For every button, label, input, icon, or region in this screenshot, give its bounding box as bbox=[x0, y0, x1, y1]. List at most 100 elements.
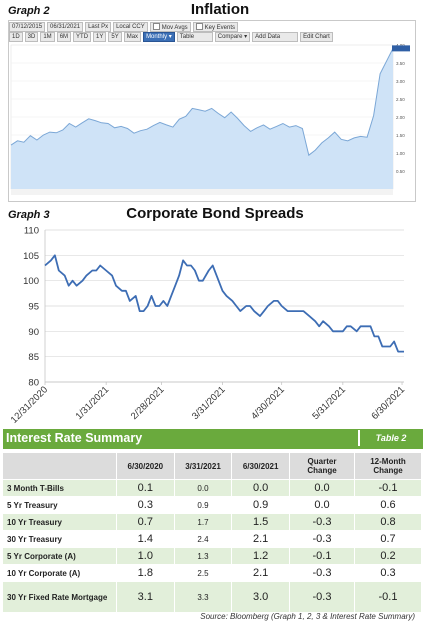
y-tick-label: 110 bbox=[24, 226, 39, 237]
compare-button[interactable]: Compare ▾ bbox=[214, 31, 251, 42]
spread-line bbox=[44, 254, 404, 353]
col-header-label bbox=[2, 452, 117, 480]
x-tick-label: 5/31/2021 bbox=[310, 384, 348, 422]
table-row: 5 Yr Treasury 0.3 0.9 0.9 0.0 0.6 bbox=[2, 496, 422, 514]
row-label: 30 Yr Treasury bbox=[2, 530, 117, 548]
frequency-select[interactable]: Monthly ▾ bbox=[143, 31, 175, 42]
table-header-bar bbox=[2, 428, 424, 450]
cell-value: -0.3 bbox=[289, 530, 355, 548]
cell-value: 0.0 bbox=[289, 479, 355, 497]
cell-value: -0.1 bbox=[354, 581, 422, 613]
range-6m-button[interactable]: 6M bbox=[56, 31, 72, 42]
mov-avgs-checkbox[interactable]: Mov Avgs bbox=[149, 21, 191, 32]
x-tick-label: 2/28/2021 bbox=[129, 384, 167, 422]
x-tick-label: 3/31/2021 bbox=[190, 384, 228, 422]
cell-value: 3.3 bbox=[173, 581, 233, 613]
cell-value: 1.0 bbox=[116, 547, 175, 565]
cell-value: 0.9 bbox=[173, 496, 233, 514]
toolbar-row-2: 1D 3D 1M 6M YTD 1Y 5Y Max Monthly ▾ Tabl… bbox=[9, 31, 335, 42]
bloomberg-chart-panel: 07/12/2015 06/31/2021 Last Px Local CCY … bbox=[8, 20, 416, 202]
currency-select[interactable]: Local CCY bbox=[113, 21, 148, 32]
y-tick-label: 2.50 bbox=[396, 97, 405, 102]
graph2-title: Inflation bbox=[190, 1, 250, 18]
cell-value: 0.7 bbox=[116, 513, 175, 531]
range-1d-button[interactable]: 1D bbox=[9, 31, 23, 42]
cell-value: 0.8 bbox=[354, 513, 422, 531]
cell-value: 0.1 bbox=[116, 479, 175, 497]
cell-value: 0.2 bbox=[354, 547, 422, 565]
graph3-title: Corporate Bond Spreads bbox=[126, 205, 304, 222]
col-header-mar2021: 3/31/2021 bbox=[173, 452, 233, 480]
cell-value: 0.3 bbox=[116, 496, 175, 514]
cell-value: -0.3 bbox=[289, 581, 355, 613]
range-max-button[interactable]: Max bbox=[123, 31, 142, 42]
y-tick-label: 3.00 bbox=[396, 79, 405, 84]
cell-value: 0.0 bbox=[173, 479, 233, 497]
col-header-jun2020: 6/30/2020 bbox=[116, 452, 175, 480]
cell-value: 0.6 bbox=[354, 496, 422, 514]
y-tick-label: 80 bbox=[28, 378, 39, 389]
cell-value: 0.0 bbox=[231, 479, 290, 497]
table-tag: Table 2 bbox=[358, 430, 422, 446]
spread-chart: 80 85 90 95 100 105 110 12/31/2020 1/31/2021 2/28… bbox=[9, 226, 407, 426]
range-ytd-button[interactable]: YTD bbox=[73, 31, 92, 42]
cell-value: -0.3 bbox=[289, 513, 355, 531]
col-header-quarter-change: Quarter Change bbox=[289, 452, 355, 480]
cell-value: 1.2 bbox=[231, 547, 290, 565]
cell-value: 1.3 bbox=[173, 547, 233, 565]
table-button[interactable]: Table bbox=[176, 31, 213, 42]
toolbar-row-1: 07/12/2015 06/31/2021 Last Px Local CCY … bbox=[9, 21, 240, 32]
y-tick-label: 3.50 bbox=[396, 61, 405, 66]
key-events-checkbox[interactable]: Key Events bbox=[192, 21, 239, 32]
y-tick-label: 2.00 bbox=[396, 115, 405, 120]
y-tick-label: 0.50 bbox=[396, 169, 405, 174]
price-field-select[interactable]: Last Px bbox=[85, 21, 112, 32]
y-tick-label: 90 bbox=[28, 327, 39, 338]
x-tick-label: 1/31/2021 bbox=[74, 384, 112, 422]
row-label: 30 Yr Fixed Rate Mortgage bbox=[2, 581, 117, 613]
start-date-field[interactable]: 07/12/2015 bbox=[9, 21, 46, 32]
row-label: 10 Yr Corporate (A) bbox=[2, 564, 117, 582]
y-tick-label: 95 bbox=[28, 302, 39, 313]
col-header-jun2021: 6/30/2021 bbox=[231, 452, 290, 480]
cell-value: 3.0 bbox=[231, 581, 290, 613]
source-note: Source: Bloomberg (Graph 1, 2, 3 & Inter… bbox=[200, 612, 415, 621]
y-tick-label: 1.00 bbox=[396, 151, 405, 156]
row-label: 5 Yr Treasury bbox=[2, 496, 117, 514]
x-axis-band bbox=[11, 189, 393, 195]
cell-value: 0.0 bbox=[289, 496, 355, 514]
edit-chart-button[interactable]: Edit Chart bbox=[300, 31, 333, 42]
row-label: 5 Yr Corporate (A) bbox=[2, 547, 117, 565]
y-tick-label: 100 bbox=[23, 276, 39, 287]
range-1m-button[interactable]: 1M bbox=[40, 31, 55, 42]
interest-rate-table: 6/30/2020 3/31/2021 6/30/2021 Quarter Ch… bbox=[2, 452, 422, 613]
cell-value: 0.3 bbox=[354, 564, 422, 582]
y-tick-label: 1.50 bbox=[396, 133, 405, 138]
range-5y-button[interactable]: 5Y bbox=[108, 31, 122, 42]
cell-value: 2.5 bbox=[173, 564, 233, 582]
cell-value: 3.1 bbox=[116, 581, 175, 613]
col-header-12m-change: 12-Month Change bbox=[354, 452, 422, 480]
range-1y-button[interactable]: 1Y bbox=[93, 31, 107, 42]
inflation-chart: 0.501.001.502.002.503.003.504.00 bbox=[10, 43, 410, 195]
x-tick-label: 4/30/2021 bbox=[249, 384, 287, 422]
table-row: 10 Yr Corporate (A) 1.8 2.5 2.1 -0.3 0.3 bbox=[2, 564, 422, 582]
table-row: 5 Yr Corporate (A) 1.0 1.3 1.2 -0.1 0.2 bbox=[2, 547, 422, 565]
cell-value: 1.5 bbox=[231, 513, 290, 531]
table-row: 3 Month T-Bills 0.1 0.0 0.0 0.0 -0.1 bbox=[2, 479, 422, 497]
cell-value: -0.1 bbox=[354, 479, 422, 497]
cell-value: 2.1 bbox=[231, 564, 290, 582]
cell-value: 1.4 bbox=[116, 530, 175, 548]
cell-value: 1.7 bbox=[173, 513, 233, 531]
add-data-field[interactable]: Add Data bbox=[252, 31, 299, 42]
table-row: 10 Yr Treasury 0.7 1.7 1.5 -0.3 0.8 bbox=[2, 513, 422, 531]
end-date-field[interactable]: 06/31/2021 bbox=[47, 21, 84, 32]
graph3-label: Graph 3 bbox=[8, 209, 50, 221]
table-row: 30 Yr Fixed Rate Mortgage 3.1 3.3 3.0 -0… bbox=[2, 581, 422, 613]
table-title: Interest Rate Summary bbox=[6, 431, 143, 445]
row-label: 3 Month T-Bills bbox=[2, 479, 117, 497]
range-3d-button[interactable]: 3D bbox=[24, 31, 39, 42]
cell-value: 1.8 bbox=[116, 564, 175, 582]
y-tick-label: 105 bbox=[23, 251, 39, 262]
table-row: 30 Yr Treasury 1.4 2.4 2.1 -0.3 0.7 bbox=[2, 530, 422, 548]
